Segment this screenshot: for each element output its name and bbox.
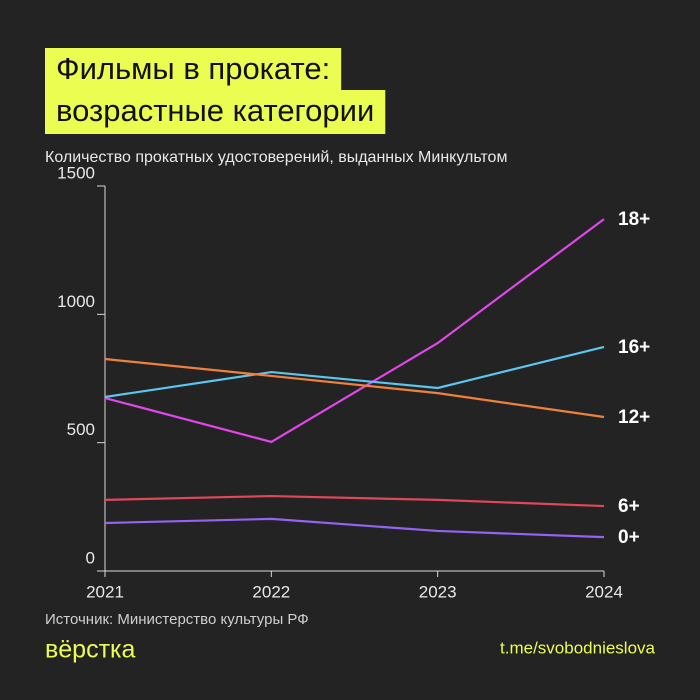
y-tick-label: 1500 bbox=[57, 163, 95, 182]
series-label: 0+ bbox=[618, 527, 640, 548]
series-line bbox=[104, 345, 605, 399]
title-group: Фильмы в прокате: возрастные категории bbox=[45, 48, 386, 134]
x-tick-label: 2023 bbox=[419, 582, 457, 601]
series-line bbox=[104, 517, 605, 539]
logo: вёрстка bbox=[45, 636, 136, 664]
chart-title: Фильмы в прокате: bbox=[56, 51, 330, 86]
chart-title: возрастные категории bbox=[56, 93, 374, 128]
series-line bbox=[104, 494, 605, 508]
series-label: 12+ bbox=[618, 407, 650, 428]
source: Источник: Министерство культуры РФ bbox=[45, 611, 309, 628]
link[interactable]: t.me/svobodnieslova bbox=[500, 638, 656, 657]
chart-subtitle: Количество прокатных удостоверений, выда… bbox=[45, 149, 507, 166]
series-label: 16+ bbox=[618, 337, 650, 358]
y-tick-label: 1000 bbox=[57, 292, 95, 311]
title-highlight bbox=[45, 90, 386, 134]
y-tick-label: 500 bbox=[67, 420, 95, 439]
x-tick-label: 2022 bbox=[252, 582, 290, 601]
x-tick-label: 2021 bbox=[86, 582, 124, 601]
series-line bbox=[104, 357, 605, 419]
series-label: 18+ bbox=[618, 209, 650, 230]
series-label: 6+ bbox=[618, 496, 640, 517]
series-line bbox=[104, 218, 605, 444]
y-tick-label: 0 bbox=[86, 548, 95, 567]
title-highlight bbox=[45, 48, 342, 92]
x-tick-label: 2024 bbox=[585, 582, 623, 601]
